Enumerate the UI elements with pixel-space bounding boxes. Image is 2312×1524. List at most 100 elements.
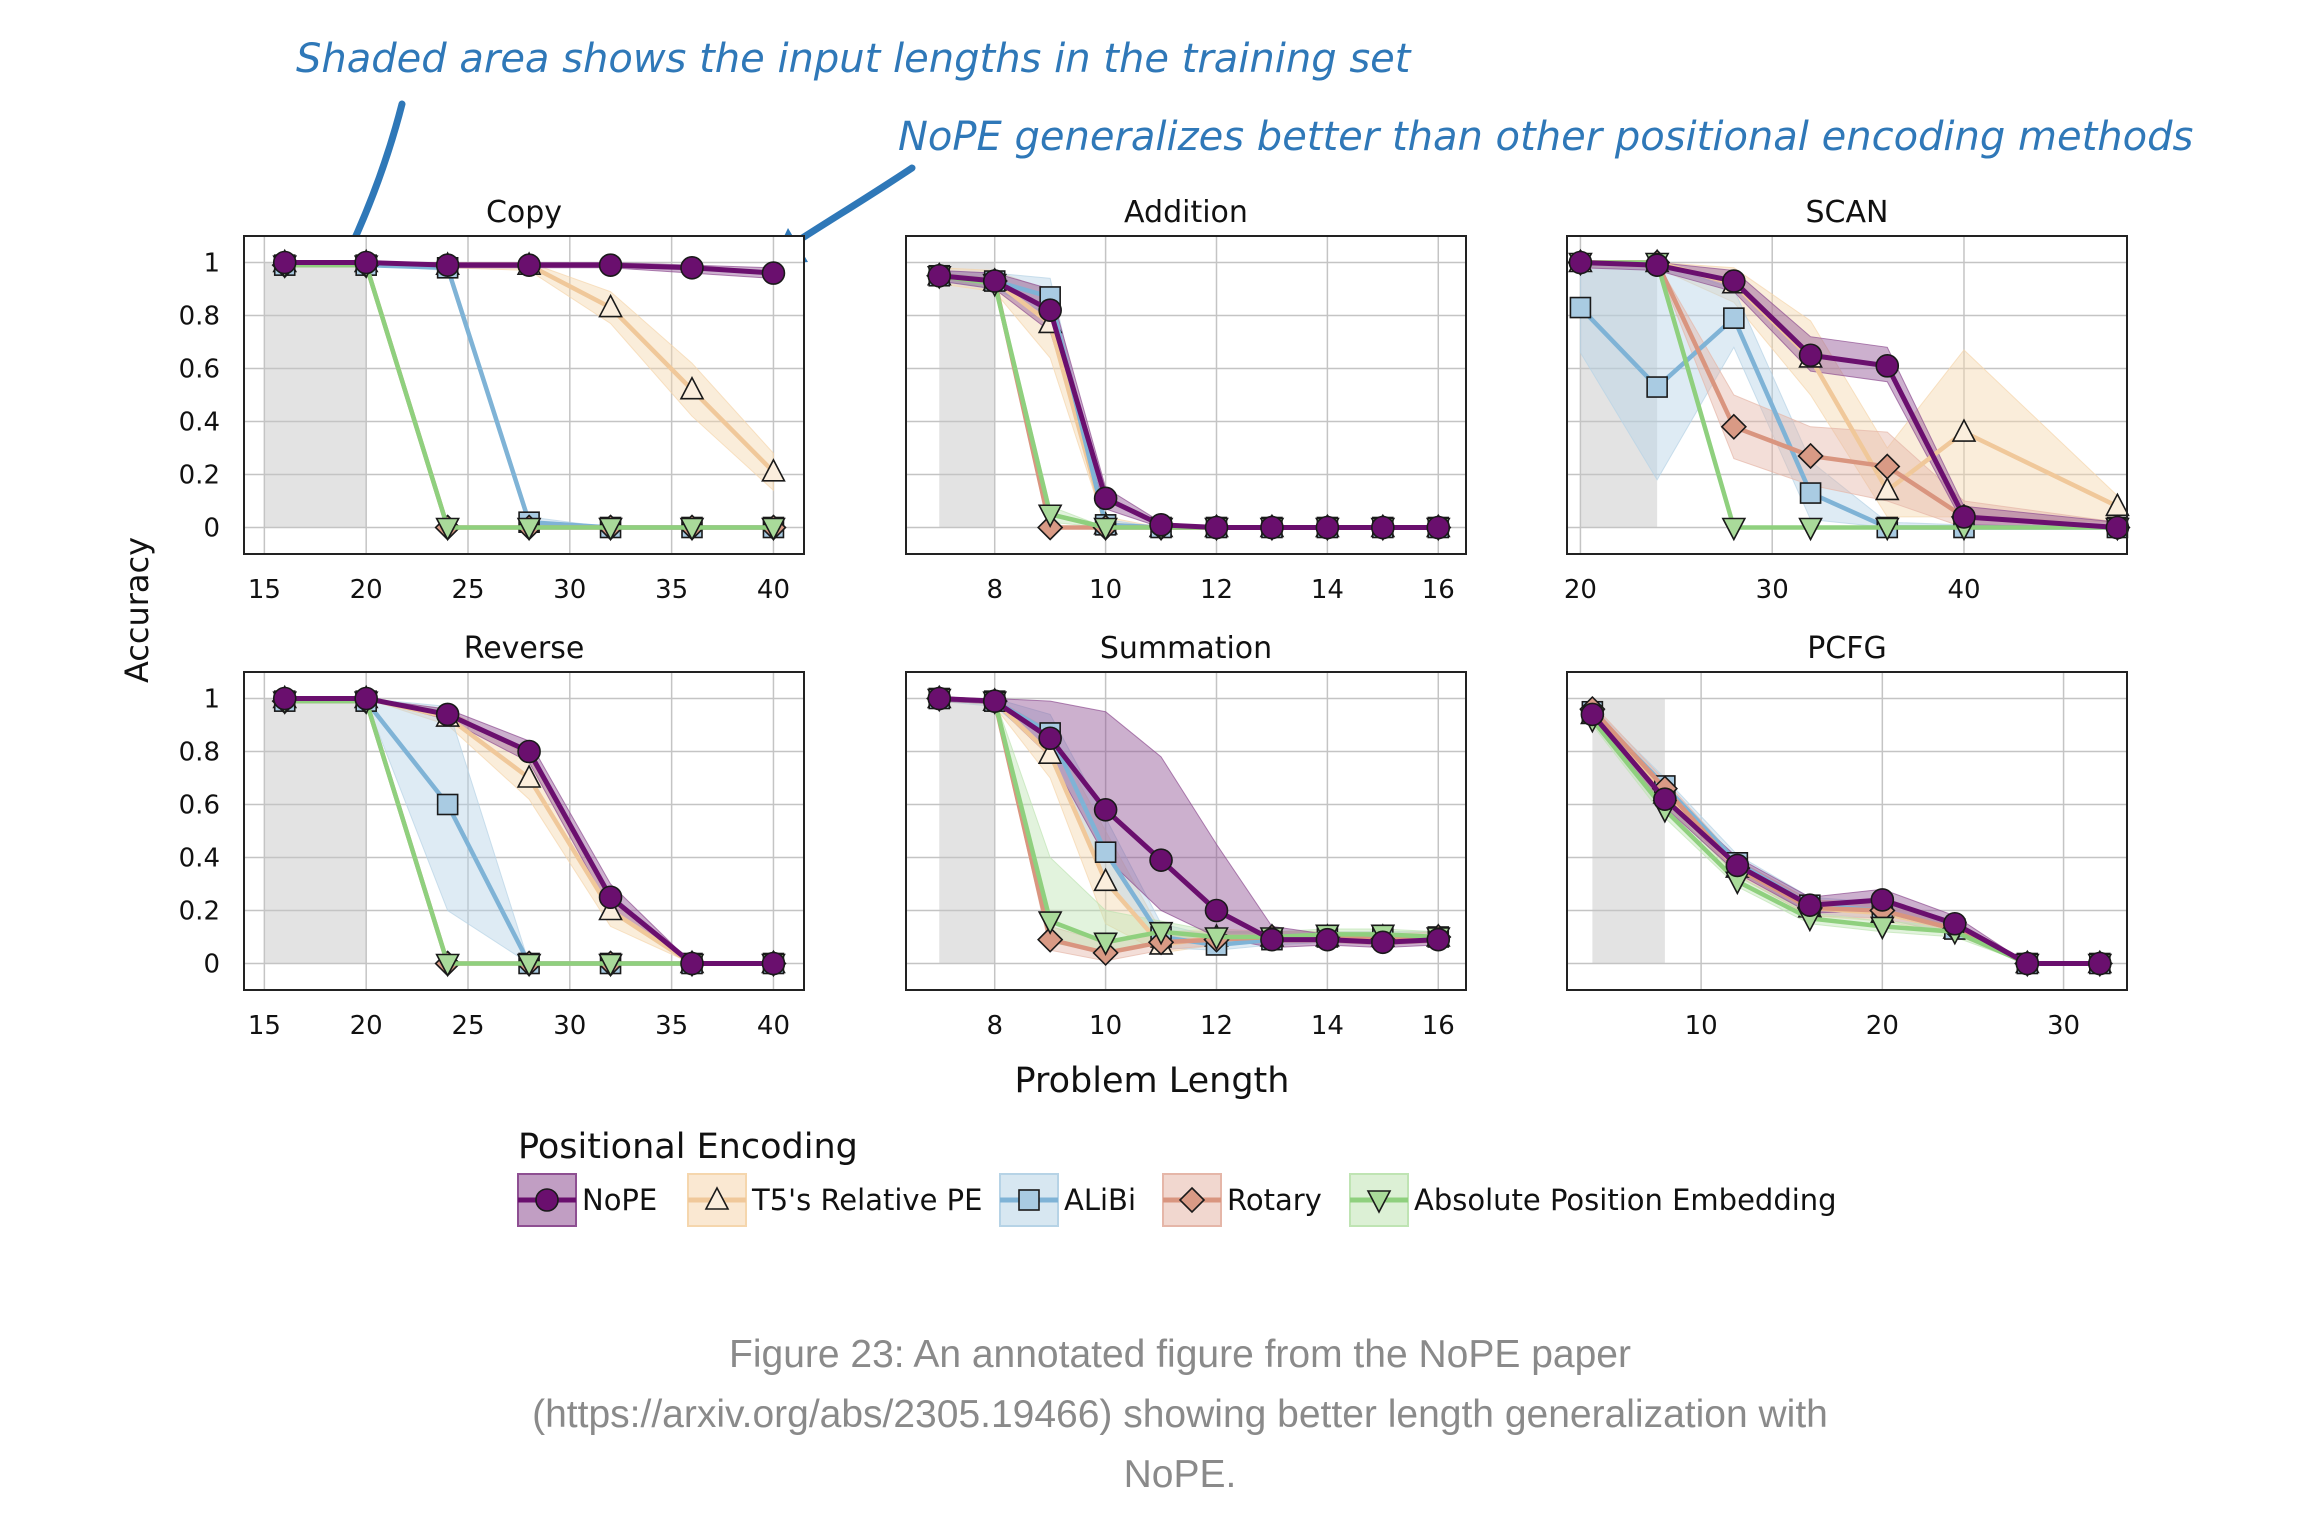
point-t5 [1874,476,1900,501]
point-nope [1722,269,1746,293]
point-alibi [1094,841,1117,864]
point-nope [982,269,1007,293]
point-nope [1798,893,1822,918]
point-ape [516,953,542,978]
y-tick-label: 0.2 [179,897,220,927]
x-tick-label: 20 [1866,1011,1899,1041]
point-nope [1204,898,1229,923]
point-ape [598,953,623,978]
x-tick-label: 20 [1564,575,1597,605]
annotation-shaded-area: Shaded area shows the input lengths in t… [296,36,1412,82]
legend-title: Positional Encoding [518,1127,858,1167]
point-ape [1037,911,1063,935]
line-ape [939,696,1439,945]
point-ape [1204,927,1229,951]
point-ape [435,953,460,978]
plot-frame [243,671,805,991]
x-tick-label: 20 [350,1011,383,1041]
panel-copy: Copy 15 20 25 30 35 40 0 0.2 0.4 0.6 0.8 1 [179,195,805,605]
panel-summation: Summation 8 10 12 14 16 [905,631,1467,1041]
legend-item-ape: Absolute Position Embedding [1349,1173,1837,1227]
legend-label-ape: Absolute Position Embedding [1414,1183,1837,1217]
point-nope [1149,848,1173,872]
point-nope [435,253,460,277]
point-nope [598,253,623,277]
panel-title: Addition [1124,195,1248,230]
point-ape [1037,504,1063,528]
y-tick-label: 0.4 [179,844,220,874]
x-tick-label: 16 [1422,1011,1455,1041]
x-tick-label: 40 [1947,575,1980,605]
point-nope [1371,930,1395,955]
panel-scan: SCAN 20 30 40 [1564,195,2131,605]
point-t5 [761,458,786,482]
point-t5 [1951,418,1977,442]
point-ape [679,517,705,542]
point-nope [1204,515,1229,540]
point-alibi [1569,296,1592,319]
panel-title: Copy [486,195,562,230]
y-tick-label: 0 [203,950,220,980]
panel-reverse: Reverse 15 20 25 30 35 40 0 0.2 0.4 0.6 0.8 1 [179,631,805,1041]
caption-line-3: NoPE. [1123,1453,1237,1496]
point-nope [1149,513,1173,537]
y-tick-label: 1 [203,685,220,715]
plot-frame [243,235,805,555]
point-nope [1260,927,1284,952]
point-nope [761,261,786,285]
panel-title: SCAN [1806,195,1889,230]
point-nope [1952,505,1976,529]
point-t5 [1037,740,1063,764]
y-tick-label: 0.6 [179,791,220,821]
point-ape [1721,517,1747,542]
point-nope [680,255,704,280]
point-nope [435,702,460,727]
legend-item-nope: NoPE [517,1173,657,1227]
point-rotary [1797,442,1824,470]
legend-item-alibi: ALiBi [999,1173,1136,1227]
point-nope [1870,888,1895,912]
legend-label-rotary: Rotary [1227,1183,1322,1217]
point-nope [927,263,952,288]
panel-title: Summation [1100,631,1272,666]
point-nope [1038,298,1062,323]
point-alibi [436,793,459,816]
point-ape [1870,916,1895,941]
y-tick-label: 0.8 [179,738,220,768]
point-nope [1093,486,1118,511]
x-tick-label: 40 [757,575,790,605]
x-tick-label: 15 [248,575,281,605]
point-nope [1093,797,1118,822]
panel-title: Reverse [464,631,585,666]
x-tick-label: 12 [1200,575,1233,605]
point-nope [517,253,541,277]
y-tick-label: 0.4 [179,408,220,438]
plot-frame [905,235,1467,555]
point-nope [598,885,623,910]
plot-frame [905,671,1467,991]
point-t5 [598,293,623,318]
legend-label-nope: NoPE [582,1183,657,1217]
y-axis-label: Accuracy [118,537,156,683]
x-tick-label: 25 [451,1011,484,1041]
legend-label-alibi: ALiBi [1064,1183,1136,1217]
plot-frame [1566,235,2128,555]
point-t5 [679,375,705,400]
x-tick-label: 25 [451,575,484,605]
chart-panels: Copy 15 20 25 30 35 40 0 0.2 0.4 0.6 0.8 1 Addition 8 1… [179,195,2131,1041]
panel-pcfg: PCFG 10 20 30 [1566,631,2128,1041]
legend-marker-t5 [704,1186,730,1210]
point-nope [1315,515,1340,540]
line-nope [1590,712,2100,966]
point-nope [927,686,952,711]
point-nope [2105,515,2130,540]
x-tick-label: 40 [757,1011,790,1041]
x-tick-label: 35 [655,1011,688,1041]
x-tick-label: 14 [1311,1011,1344,1041]
training-range-shade [939,698,995,964]
point-nope [1038,726,1062,751]
point-ape [1874,517,1900,542]
annotation-nope-generalizes: NoPE generalizes better than other posit… [898,114,2193,160]
x-tick-label: 35 [655,575,688,605]
annotation-arrow-nope [786,164,916,250]
